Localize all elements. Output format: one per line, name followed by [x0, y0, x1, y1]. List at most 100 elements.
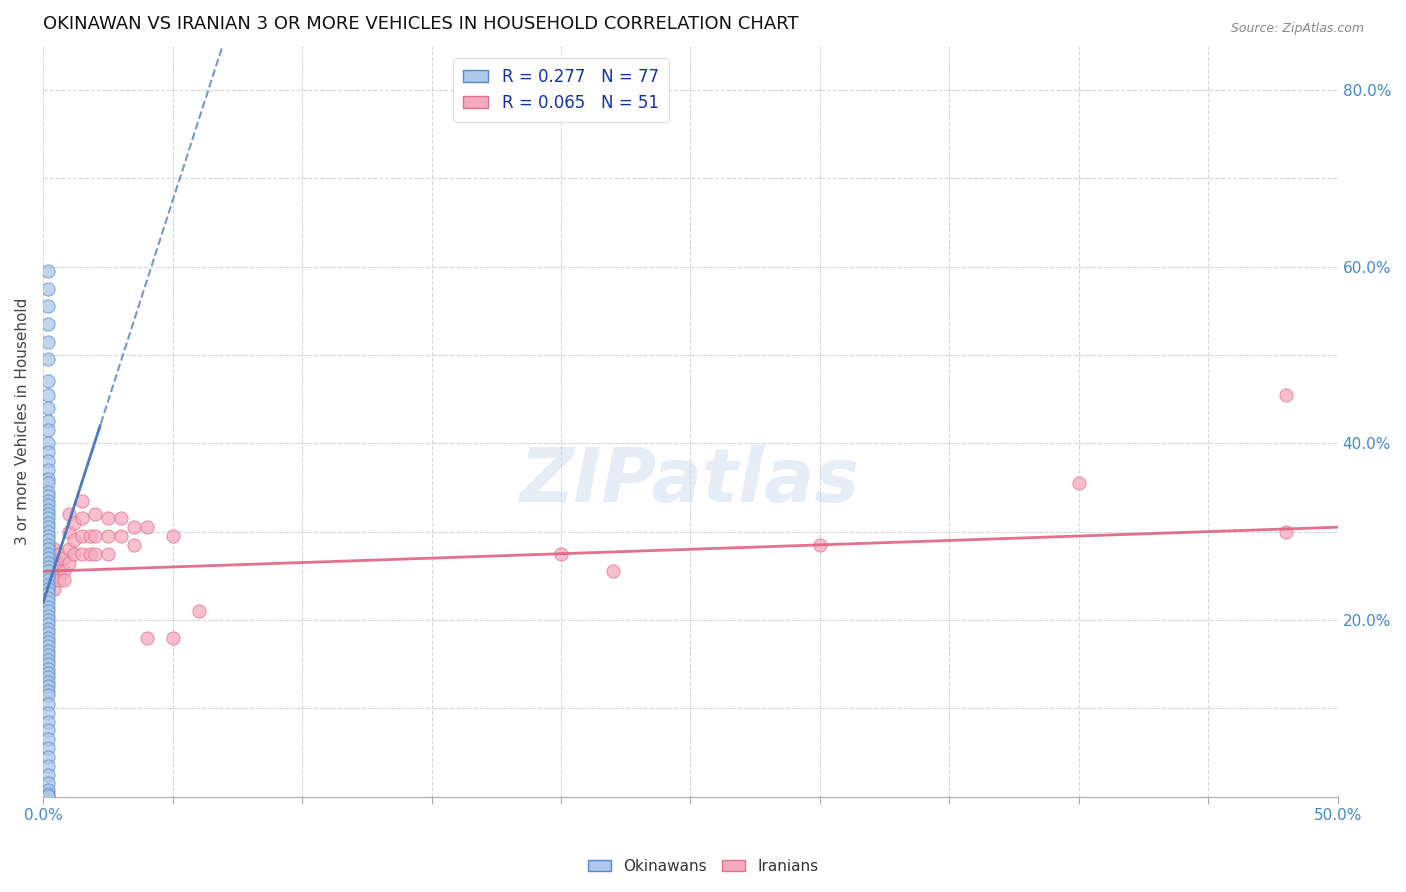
Point [602, 565, 624, 579]
Point [37, 604, 59, 618]
Point [37, 476, 59, 491]
Point [37, 520, 59, 534]
Point [37, 317, 59, 331]
Text: OKINAWAN VS IRANIAN 3 OR MORE VEHICLES IN HOUSEHOLD CORRELATION CHART: OKINAWAN VS IRANIAN 3 OR MORE VEHICLES I… [44, 15, 799, 33]
Point [122, 538, 145, 552]
Point [37, 551, 59, 566]
Point [37, 551, 59, 566]
Point [37, 454, 59, 468]
Point [37, 697, 59, 711]
Point [70, 547, 93, 561]
Point [37, 463, 59, 477]
Point [37, 662, 59, 676]
Point [84, 507, 107, 521]
Point [37, 556, 59, 570]
Point [37, 653, 59, 667]
Point [37, 640, 59, 654]
Point [48, 565, 70, 579]
Point [63, 547, 86, 561]
Point [70, 511, 93, 525]
Point [37, 560, 59, 574]
Point [37, 582, 59, 596]
Point [37, 538, 59, 552]
Point [37, 264, 59, 278]
Point [37, 782, 59, 797]
Point [58, 556, 80, 570]
Point [550, 547, 572, 561]
Legend: Okinawans, Iranians: Okinawans, Iranians [582, 853, 824, 880]
Point [37, 674, 59, 689]
Point [48, 547, 70, 561]
Point [37, 445, 59, 459]
Point [135, 520, 157, 534]
Point [37, 599, 59, 614]
Point [52, 573, 75, 587]
Point [37, 507, 59, 521]
Point [37, 547, 59, 561]
Point [37, 533, 59, 548]
Point [162, 631, 184, 645]
Point [37, 436, 59, 450]
Point [42, 582, 65, 596]
Point [37, 767, 59, 781]
Point [187, 604, 209, 618]
Point [37, 787, 59, 801]
Point [42, 565, 65, 579]
Point [37, 706, 59, 720]
Point [58, 524, 80, 539]
Point [58, 507, 80, 521]
Point [37, 582, 59, 596]
Text: Source: ZipAtlas.com: Source: ZipAtlas.com [1230, 22, 1364, 36]
Point [37, 484, 59, 499]
Point [37, 493, 59, 508]
Point [37, 414, 59, 428]
Point [37, 542, 59, 557]
Point [37, 502, 59, 516]
Y-axis label: 3 or more Vehicles in Household: 3 or more Vehicles in Household [15, 298, 30, 545]
Point [37, 529, 59, 543]
Point [37, 565, 59, 579]
Point [52, 551, 75, 566]
Point [37, 679, 59, 693]
Point [79, 529, 101, 543]
Point [37, 631, 59, 645]
Point [37, 577, 59, 591]
Point [37, 387, 59, 401]
Point [37, 683, 59, 698]
Point [37, 657, 59, 672]
Point [37, 732, 59, 747]
Point [37, 608, 59, 623]
Text: ZIPatlas: ZIPatlas [520, 445, 860, 517]
Point [97, 529, 120, 543]
Point [37, 591, 59, 605]
Point [37, 472, 59, 486]
Point [79, 547, 101, 561]
Point [37, 538, 59, 552]
Point [37, 688, 59, 702]
Point [37, 635, 59, 649]
Point [37, 714, 59, 729]
Point [37, 334, 59, 349]
Point [37, 524, 59, 539]
Legend: R = 0.277   N = 77, R = 0.065   N = 51: R = 0.277 N = 77, R = 0.065 N = 51 [453, 58, 669, 122]
Point [37, 723, 59, 738]
Point [37, 573, 59, 587]
Point [63, 516, 86, 530]
Point [1275, 524, 1298, 539]
Point [122, 520, 145, 534]
Point [1067, 476, 1090, 491]
Point [63, 533, 86, 548]
Point [1275, 387, 1298, 401]
Point [37, 626, 59, 640]
Point [48, 573, 70, 587]
Point [70, 493, 93, 508]
Point [135, 631, 157, 645]
Point [58, 542, 80, 557]
Point [37, 569, 59, 583]
Point [37, 776, 59, 790]
Point [37, 789, 59, 803]
Point [37, 758, 59, 772]
Point [37, 423, 59, 437]
Point [37, 511, 59, 525]
Point [37, 401, 59, 415]
